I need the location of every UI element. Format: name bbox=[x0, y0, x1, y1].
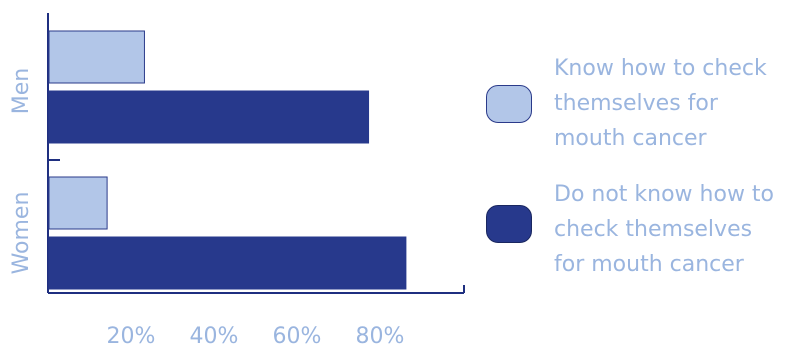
legend-label-do-not-know: Do not know how to check themselves for … bbox=[554, 182, 775, 277]
bar-women-series-1 bbox=[48, 236, 407, 290]
category-label-women: Women bbox=[9, 192, 34, 275]
bar-men-series-1 bbox=[48, 90, 370, 144]
x-tick-label-60: 60% bbox=[273, 324, 322, 349]
bar-men-series-0 bbox=[48, 30, 145, 84]
x-tick-label-80: 80% bbox=[356, 324, 405, 349]
x-tick-label-20: 20% bbox=[107, 324, 156, 349]
category-label-men: Men bbox=[9, 68, 34, 114]
legend-swatch-know bbox=[486, 85, 532, 123]
x-tick-label-40: 40% bbox=[190, 324, 239, 349]
legend-label-know: Know how to check themselves for mouth c… bbox=[554, 56, 767, 151]
legend-swatch-do-not-know bbox=[486, 205, 532, 243]
bar-women-series-0 bbox=[48, 176, 108, 230]
